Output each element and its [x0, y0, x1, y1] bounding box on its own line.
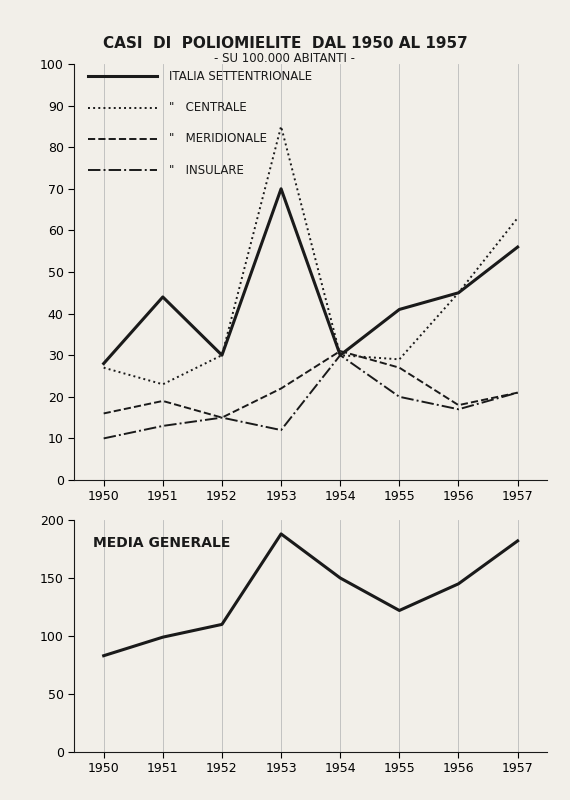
Text: ITALIA SETTENTRIONALE: ITALIA SETTENTRIONALE: [169, 70, 312, 83]
Text: CASI  DI  POLIOMIELITE  DAL 1950 AL 1957: CASI DI POLIOMIELITE DAL 1950 AL 1957: [103, 36, 467, 51]
Text: MEDIA GENERALE: MEDIA GENERALE: [93, 536, 230, 550]
Text: - SU 100.000 ABITANTI -: - SU 100.000 ABITANTI -: [214, 52, 356, 65]
Text: "   MERIDIONALE: " MERIDIONALE: [169, 132, 267, 146]
Text: "   INSULARE: " INSULARE: [169, 163, 243, 177]
Text: "   CENTRALE: " CENTRALE: [169, 101, 246, 114]
